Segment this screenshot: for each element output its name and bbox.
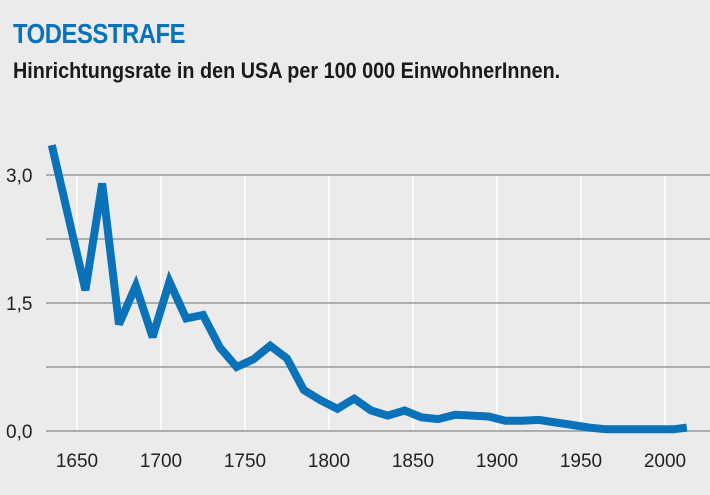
x-tick-label: 1800 [308, 451, 350, 472]
chart-subtitle: Hinrichtungsrate in den USA per 100 000 … [13, 58, 561, 83]
y-tick-label: 3,0 [6, 166, 32, 187]
x-tick-label: 1650 [56, 451, 98, 472]
x-tick-label: 1750 [224, 451, 266, 472]
x-tick-label: 1700 [140, 451, 182, 472]
y-tick-label: 0,0 [6, 422, 32, 443]
x-tick-label: 1900 [476, 451, 518, 472]
x-tick-label: 1950 [560, 451, 602, 472]
x-tick-label: 2000 [644, 451, 686, 472]
x-tick-label: 1850 [392, 451, 434, 472]
execution-rate-line [47, 144, 688, 434]
y-tick-label: 1,5 [6, 294, 32, 315]
chart-title: TODESSTRAFE [13, 18, 186, 49]
